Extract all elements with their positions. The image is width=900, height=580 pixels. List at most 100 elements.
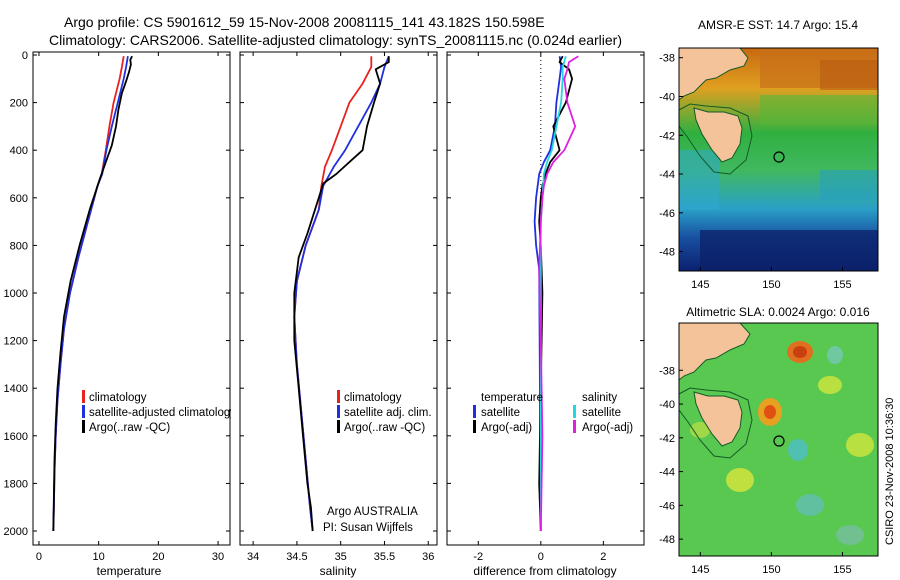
- legend-heading-salinity: salinity: [582, 392, 617, 404]
- map-y-tick-label: -42: [659, 130, 675, 142]
- y-tick-label: 1400: [4, 383, 28, 395]
- map-y-tick-label: -44: [659, 169, 675, 181]
- x-tick-label: 34.5: [286, 551, 307, 563]
- x-tick-label: 0: [538, 551, 544, 563]
- map-x-tick-label: 155: [833, 564, 851, 576]
- salinity-ticks: 34 34.5 35 35.5 36: [240, 52, 437, 563]
- series-line-satellite: [533, 56, 562, 532]
- x-tick-label: 20: [152, 551, 164, 563]
- argo-float-marker: [773, 151, 785, 163]
- y-tick-label: 1200: [4, 336, 28, 348]
- difference-profiles: [533, 55, 579, 532]
- series-line-argo-raw-qc: [52, 55, 133, 532]
- difference-legend: temperature satellite Argo(-adj) salinit…: [473, 392, 633, 434]
- legend-label-temp-argo: Argo(-adj): [481, 422, 532, 434]
- y-tick-label: 400: [10, 145, 28, 157]
- legend-label-climatology: climatology: [344, 392, 402, 404]
- sst-map-ticks: 145 150 155 -38 -40 -42 -44 -46 -48: [659, 53, 852, 291]
- legend-swatch-argo: [82, 420, 85, 433]
- series-line-argo-adj: [538, 55, 579, 532]
- y-tick-label: 2000: [4, 526, 28, 538]
- legend-swatch-climatology: [82, 390, 85, 403]
- map-y-tick-label: -46: [659, 208, 675, 220]
- argo-float-marker: [773, 435, 785, 447]
- legend-swatch-satellite: [82, 405, 85, 418]
- legend-swatch-temp-satellite: [473, 405, 476, 418]
- map-y-tick-label: -40: [659, 399, 675, 411]
- map-y-tick-label: -40: [659, 91, 675, 103]
- map-x-tick-label: 145: [691, 564, 709, 576]
- header-line-1: Argo profile: CS 5901612_59 15-Nov-2008 …: [64, 14, 545, 30]
- map-x-tick-label: 150: [762, 279, 780, 291]
- csiro-timestamp: CSIRO 23-Nov-2008 10:36:30: [884, 398, 896, 545]
- legend-swatch-sal-satellite: [573, 405, 576, 418]
- map-x-tick-label: 145: [691, 279, 709, 291]
- mainland-australia: [679, 48, 749, 101]
- series-line-climatology: [52, 56, 125, 532]
- legend-heading-temperature: temperature: [481, 392, 543, 404]
- y-tick-label: 800: [10, 240, 28, 252]
- map-y-tick-label: -38: [659, 365, 675, 377]
- sla-map: [679, 323, 878, 556]
- sla-field: [679, 323, 878, 556]
- map-y-tick-label: -48: [659, 534, 675, 546]
- legend-swatch-sal-argo: [573, 420, 576, 433]
- legend-label-satellite-adjusted: satellite-adjusted climatology: [89, 407, 236, 419]
- mainland-australia: [679, 323, 751, 381]
- sla-map-title: Altimetric SLA: 0.0024 Argo: 0.016: [686, 305, 870, 319]
- difference-panel-frame: [446, 51, 645, 546]
- series-line-argo-adj: [538, 55, 573, 532]
- difference-ticks: -2 0 2: [447, 52, 644, 563]
- legend-swatch-satellite: [337, 405, 340, 418]
- map-y-tick-label: -48: [659, 247, 675, 259]
- y-tick-label: 200: [10, 98, 28, 110]
- map-x-tick-label: 150: [762, 564, 780, 576]
- legend-swatch-climatology: [337, 390, 340, 403]
- shelf-contour: [679, 387, 753, 459]
- tasmania: [693, 391, 743, 447]
- temperature-legend: climatology satellite-adjusted climatolo…: [82, 390, 236, 434]
- temperature-axis-label: temperature: [97, 564, 162, 578]
- map-x-tick-label: 155: [833, 279, 851, 291]
- map-y-tick-label: -42: [659, 433, 675, 445]
- tasmania: [693, 107, 743, 163]
- y-tick-label: 1800: [4, 478, 28, 490]
- series-line-satellite-adj-clim: [293, 55, 390, 532]
- x-tick-label: 30: [212, 551, 224, 563]
- salinity-profiles: [293, 55, 390, 532]
- sla-map-ticks: 145 150 155 -38 -40 -42 -44 -46 -48: [659, 365, 852, 576]
- temperature-panel-frame: [32, 51, 231, 546]
- sla-map-frame: [678, 322, 879, 557]
- legend-label-sal-argo: Argo(-adj): [582, 422, 633, 434]
- temperature-ticks: 0 10 20 30 0 200 400 600 800 1000 1200 1400 1600 1800…: [4, 50, 230, 563]
- legend-label-satellite-adj: satellite adj. clim.: [344, 407, 432, 419]
- y-tick-label: 1000: [4, 288, 28, 300]
- sst-map-frame: [678, 47, 879, 272]
- map-y-tick-label: -44: [659, 467, 675, 479]
- map-y-tick-label: -46: [659, 500, 675, 512]
- series-line-argo-raw-qc: [293, 56, 390, 532]
- x-tick-label: 0: [36, 551, 42, 563]
- x-tick-label: 2: [600, 551, 606, 563]
- legend-label-temp-satellite: satellite: [481, 407, 520, 419]
- legend-label-argo: Argo(..raw -QC): [89, 422, 170, 434]
- y-tick-label: 0: [22, 50, 28, 62]
- sst-map: [679, 48, 878, 271]
- y-tick-label: 1600: [4, 431, 28, 443]
- y-tick-label: 600: [10, 193, 28, 205]
- shelf-contour: [679, 103, 753, 175]
- pi-note: PI: Susan Wijffels: [323, 522, 413, 534]
- sst-map-title: AMSR-E SST: 14.7 Argo: 15.4: [698, 18, 858, 32]
- legend-swatch-argo: [337, 420, 340, 433]
- header-line-2: Climatology: CARS2006. Satellite-adjuste…: [49, 32, 622, 48]
- x-tick-label: 35: [335, 551, 347, 563]
- map-y-tick-label: -38: [659, 53, 675, 65]
- x-tick-label: 10: [93, 551, 105, 563]
- x-tick-label: 36: [422, 551, 434, 563]
- x-tick-label: -2: [473, 551, 483, 563]
- series-line-satellite-adjusted-climatology: [52, 56, 129, 532]
- legend-label-sal-satellite: satellite: [582, 407, 621, 419]
- x-tick-label: 35.5: [374, 551, 395, 563]
- legend-label-argo: Argo(..raw -QC): [344, 422, 425, 434]
